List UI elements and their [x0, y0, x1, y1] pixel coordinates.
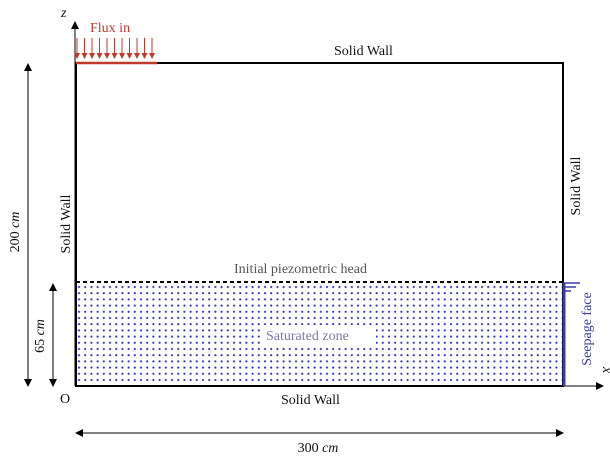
saturated-zone-label-bg: [262, 325, 376, 344]
flux-in-arrows: [74, 38, 155, 59]
solid-wall-right-label: Solid Wall: [569, 156, 584, 215]
width-dimension-label: 300 cm: [298, 441, 339, 456]
domain-boundary: [75, 62, 564, 387]
x-axis-label: x: [599, 366, 610, 374]
z-axis-label: z: [60, 6, 67, 21]
water-level-icon: [563, 282, 580, 292]
solid-wall-top-label: Solid Wall: [334, 44, 393, 59]
origin-label: O: [60, 392, 70, 407]
water-dimension-label: 65 cm: [33, 319, 48, 353]
height-dimension-label: 200 cm: [8, 212, 23, 253]
flux-in-label: Flux in: [90, 21, 130, 36]
saturated-zone-label: Saturated zone: [266, 329, 349, 344]
initial-head-label: Initial piezometric head: [234, 262, 367, 277]
solid-wall-bottom-label: Solid Wall: [281, 393, 340, 408]
solid-wall-left-label: Solid Wall: [59, 194, 74, 253]
seepage-face-label: Seepage face: [580, 292, 595, 365]
